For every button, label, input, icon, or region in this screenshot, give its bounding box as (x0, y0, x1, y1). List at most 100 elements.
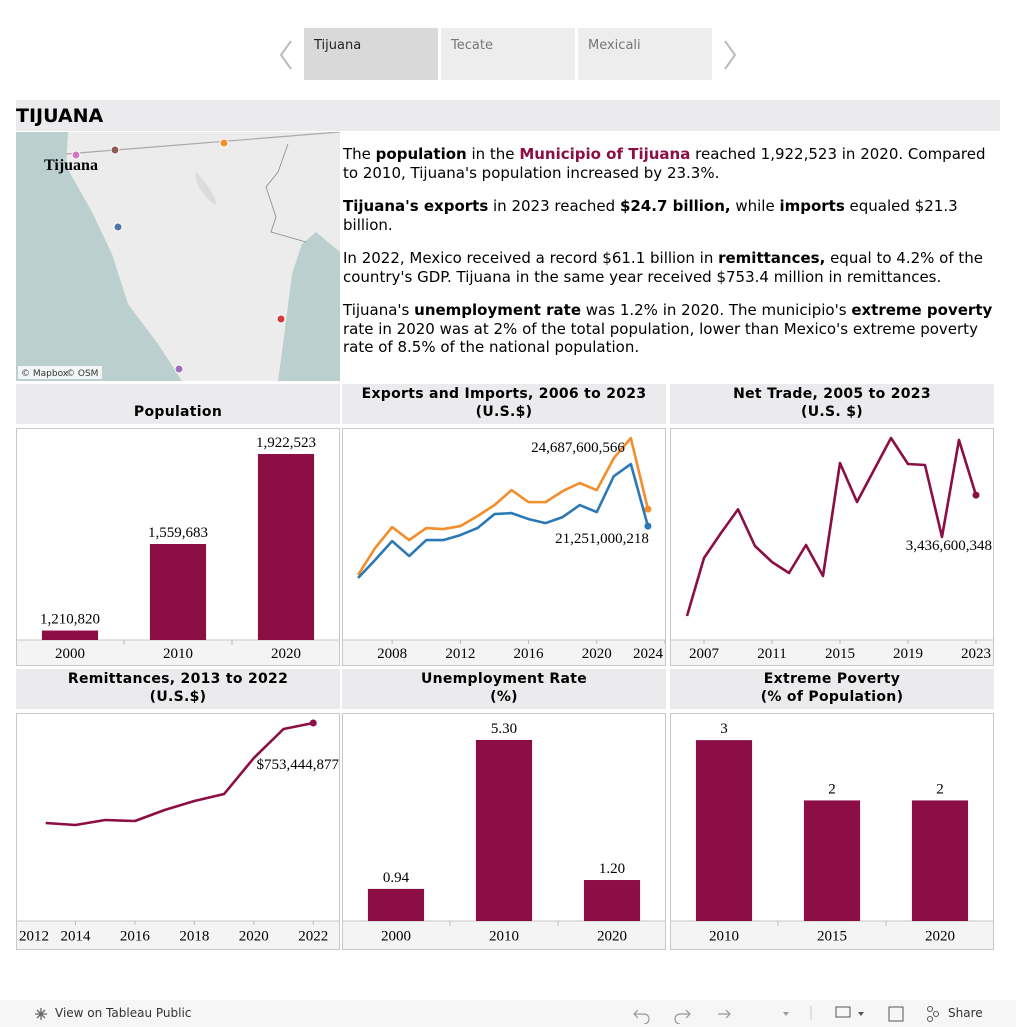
next-arrow[interactable] (720, 38, 740, 72)
x-tick-label: 2014 (60, 929, 91, 945)
map-label: Tijuana (44, 157, 98, 174)
chart: 0.94 2000 5.30 2010 1.20 2020 (342, 713, 666, 950)
text-run: rate in 2020 was at 2% of the total popu… (343, 319, 978, 357)
paragraph: Tijuana's unemployment rate was 1.2% in … (343, 301, 1000, 357)
data-label: 2 (828, 781, 836, 797)
text-run: $24.7 billion, (619, 197, 731, 215)
x-tick-label: 2020 (271, 646, 301, 662)
point (644, 505, 652, 513)
bar (803, 800, 861, 921)
text-run: Tijuana's (343, 301, 415, 319)
x-tick-label: 2020 (597, 929, 627, 945)
line-series (356, 436, 650, 576)
bar (695, 740, 753, 921)
data-label: 24,687,600,566 (531, 440, 625, 456)
text-run: while (730, 197, 780, 215)
axis-band (670, 921, 994, 950)
x-tick-label: 2015 (817, 929, 847, 945)
share-icon[interactable] (927, 1006, 933, 1012)
tableau-icon (35, 1008, 47, 1020)
bar (911, 800, 969, 921)
x-tick-label: 2011 (757, 646, 786, 662)
data-label: 3,436,600,348 (906, 538, 992, 554)
text-run: in the (466, 145, 520, 163)
point (972, 491, 980, 499)
data-label: 1,559,683 (148, 525, 208, 541)
data-label: 1,922,523 (256, 435, 316, 451)
tableau-link[interactable]: View on Tableau Public (55, 1006, 192, 1020)
tab[interactable]: Tijuana (304, 28, 438, 80)
x-tick-label: 2015 (825, 646, 855, 662)
plot-frame (342, 713, 666, 950)
chart-title: Population (16, 384, 340, 424)
chart: 1,210,820 2000 1,559,683 2010 1,922,523 2020 (16, 428, 340, 666)
text-run: equal to 4.2% of the country's GDP. Tiju… (343, 249, 983, 286)
bar (257, 453, 315, 640)
chart-title: Net Trade, 2005 to 2023 (U.S. $) (670, 384, 994, 424)
chart: 2012 2014 2016 2018 2020 2022 $753,444,877 (16, 713, 340, 950)
fullscreen[interactable] (888, 1006, 904, 1022)
share-icon[interactable] (933, 1011, 939, 1017)
text-run: remittances, (718, 249, 826, 267)
paragraph: The population in the Municipio of Tijua… (343, 145, 1000, 182)
story: The population in the Municipio of Tijua… (343, 145, 1000, 372)
tab[interactable]: Tecate (441, 28, 575, 80)
text-run: was 1.2% in 2020. The municipio's (581, 301, 852, 319)
device-preview[interactable] (835, 1006, 851, 1018)
data-label: 2 (936, 781, 944, 797)
text-run: reached 1,922,523 in 2020. Compared to 2… (343, 145, 986, 182)
toolbar (633, 1006, 939, 1024)
x-tick-label: 2010 (709, 929, 739, 945)
chart: 3 2010 2 2015 2 2020 (670, 713, 994, 950)
prev-arrow[interactable] (276, 38, 296, 72)
undo[interactable] (633, 1009, 650, 1024)
data-label: 5.30 (491, 721, 517, 737)
x-tick-label: 2018 (179, 929, 209, 945)
text-run: In 2022, Mexico received a record $61.1 … (343, 249, 719, 267)
bar (41, 630, 99, 640)
link-text: Municipio of Tijuana (519, 145, 691, 163)
chart-title: Remittances, 2013 to 2022 (U.S.$) (16, 669, 340, 709)
heading: TIJUANA (16, 100, 1000, 131)
x-tick-label: 2020 (925, 929, 955, 945)
text-run: Tijuana's exports (343, 197, 489, 215)
text-run: in 2023 reached (488, 197, 620, 215)
plot-frame (16, 428, 340, 666)
x-tick-label: 2000 (55, 646, 85, 662)
x-tick-label: 2019 (893, 646, 923, 662)
line-series (45, 721, 314, 827)
paragraph: In 2022, Mexico received a record $61.1 … (343, 249, 1000, 286)
plot-frame (670, 428, 994, 666)
text-run: unemployment rate (414, 301, 582, 319)
x-tick-label: 2023 (961, 646, 991, 662)
x-tick-label: 2016 (120, 929, 151, 945)
x-tick-label: 2012 (19, 929, 49, 945)
dropdown[interactable] (783, 1012, 789, 1016)
x-tick-label: 2008 (377, 646, 407, 662)
axis-band (16, 921, 340, 950)
axis-band (342, 640, 666, 666)
tab[interactable]: Mexicali (578, 28, 712, 80)
map: Tijuana © Mapbox © OSM (16, 132, 340, 381)
dropdown[interactable] (858, 1012, 864, 1016)
data-label: 1.20 (599, 861, 625, 877)
chart: 2008 2012 2016 2020 2024 24,687,600,566 21,251… (342, 428, 666, 666)
chart-title: Extreme Poverty (% of Population) (670, 669, 994, 709)
text-run: The (343, 145, 376, 163)
data-label: 1,210,820 (40, 612, 100, 628)
share[interactable]: Share (948, 1006, 983, 1020)
share-icon[interactable] (927, 1016, 933, 1022)
revert[interactable] (718, 1009, 731, 1019)
text-run: population (375, 145, 467, 163)
x-tick-label: 2016 (514, 646, 545, 662)
text-run: imports (779, 197, 845, 215)
data-label: 21,251,000,218 (555, 531, 649, 547)
x-tick-label: 2020 (239, 929, 269, 945)
footer: View on Tableau Public Share (0, 1000, 1016, 1027)
plot-frame (342, 428, 666, 666)
redo[interactable] (674, 1009, 691, 1024)
data-label: 0.94 (383, 870, 410, 886)
line-series (357, 462, 650, 579)
axis-band (670, 640, 994, 666)
